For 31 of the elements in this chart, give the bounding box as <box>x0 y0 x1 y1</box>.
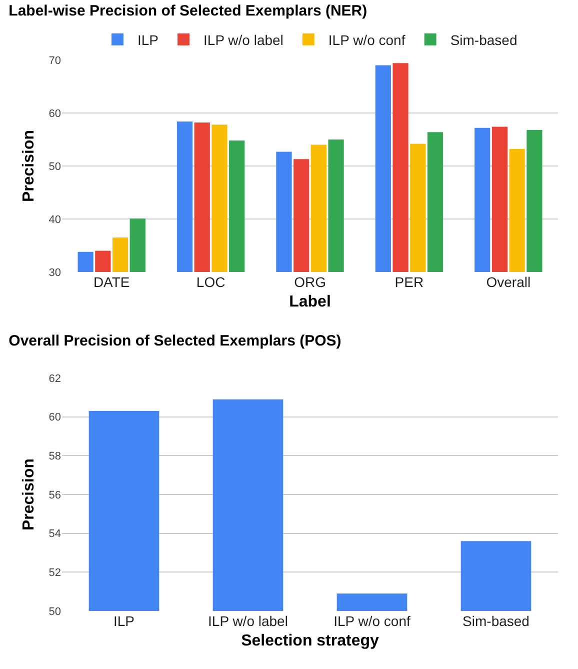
y-tick-label: 40 <box>48 214 61 226</box>
y-tick-label: 50 <box>48 606 61 618</box>
x-tick-label: ILP w/o conf <box>334 613 410 629</box>
x-tick-label: LOC <box>196 274 226 290</box>
legend-label: ILP <box>138 32 159 48</box>
y-axis-title: Precision <box>20 130 38 202</box>
x-tick-label: PER <box>394 274 424 290</box>
y-tick-label: 54 <box>48 528 61 540</box>
legend-label: ILP w/o label <box>204 32 284 48</box>
x-tick-label: Overall <box>486 274 531 290</box>
y-tick-label: 50 <box>48 160 61 173</box>
y-tick-label: 70 <box>48 54 61 67</box>
legend-label: ILP w/o conf <box>328 32 406 48</box>
y-axis-title: Precision <box>20 458 38 531</box>
y-tick-label: 62 <box>48 372 61 385</box>
y-tick-label: 60 <box>48 412 61 424</box>
x-tick-label: ILP w/o label <box>208 613 288 629</box>
x-tick-label: Sim-based <box>462 613 530 629</box>
y-tick-label: 58 <box>48 450 61 463</box>
y-tick-label: 30 <box>48 266 61 279</box>
y-tick-label: 52 <box>48 567 61 580</box>
x-tick-label: DATE <box>93 274 130 290</box>
x-tick-label: ORG <box>294 274 326 290</box>
y-tick-label: 60 <box>48 108 61 120</box>
x-axis-title: Selection strategy <box>241 632 380 650</box>
legend-label: Sim-based <box>450 32 518 48</box>
x-tick-label: ILP <box>113 613 135 629</box>
x-axis-title: Label <box>289 294 331 311</box>
chart-title: Overall Precision of Selected Exemplars (POS) <box>8 332 342 350</box>
y-tick-label: 56 <box>48 489 61 502</box>
chart-title: Label-wise Precision of Selected Exemplars (NER) <box>8 2 368 20</box>
